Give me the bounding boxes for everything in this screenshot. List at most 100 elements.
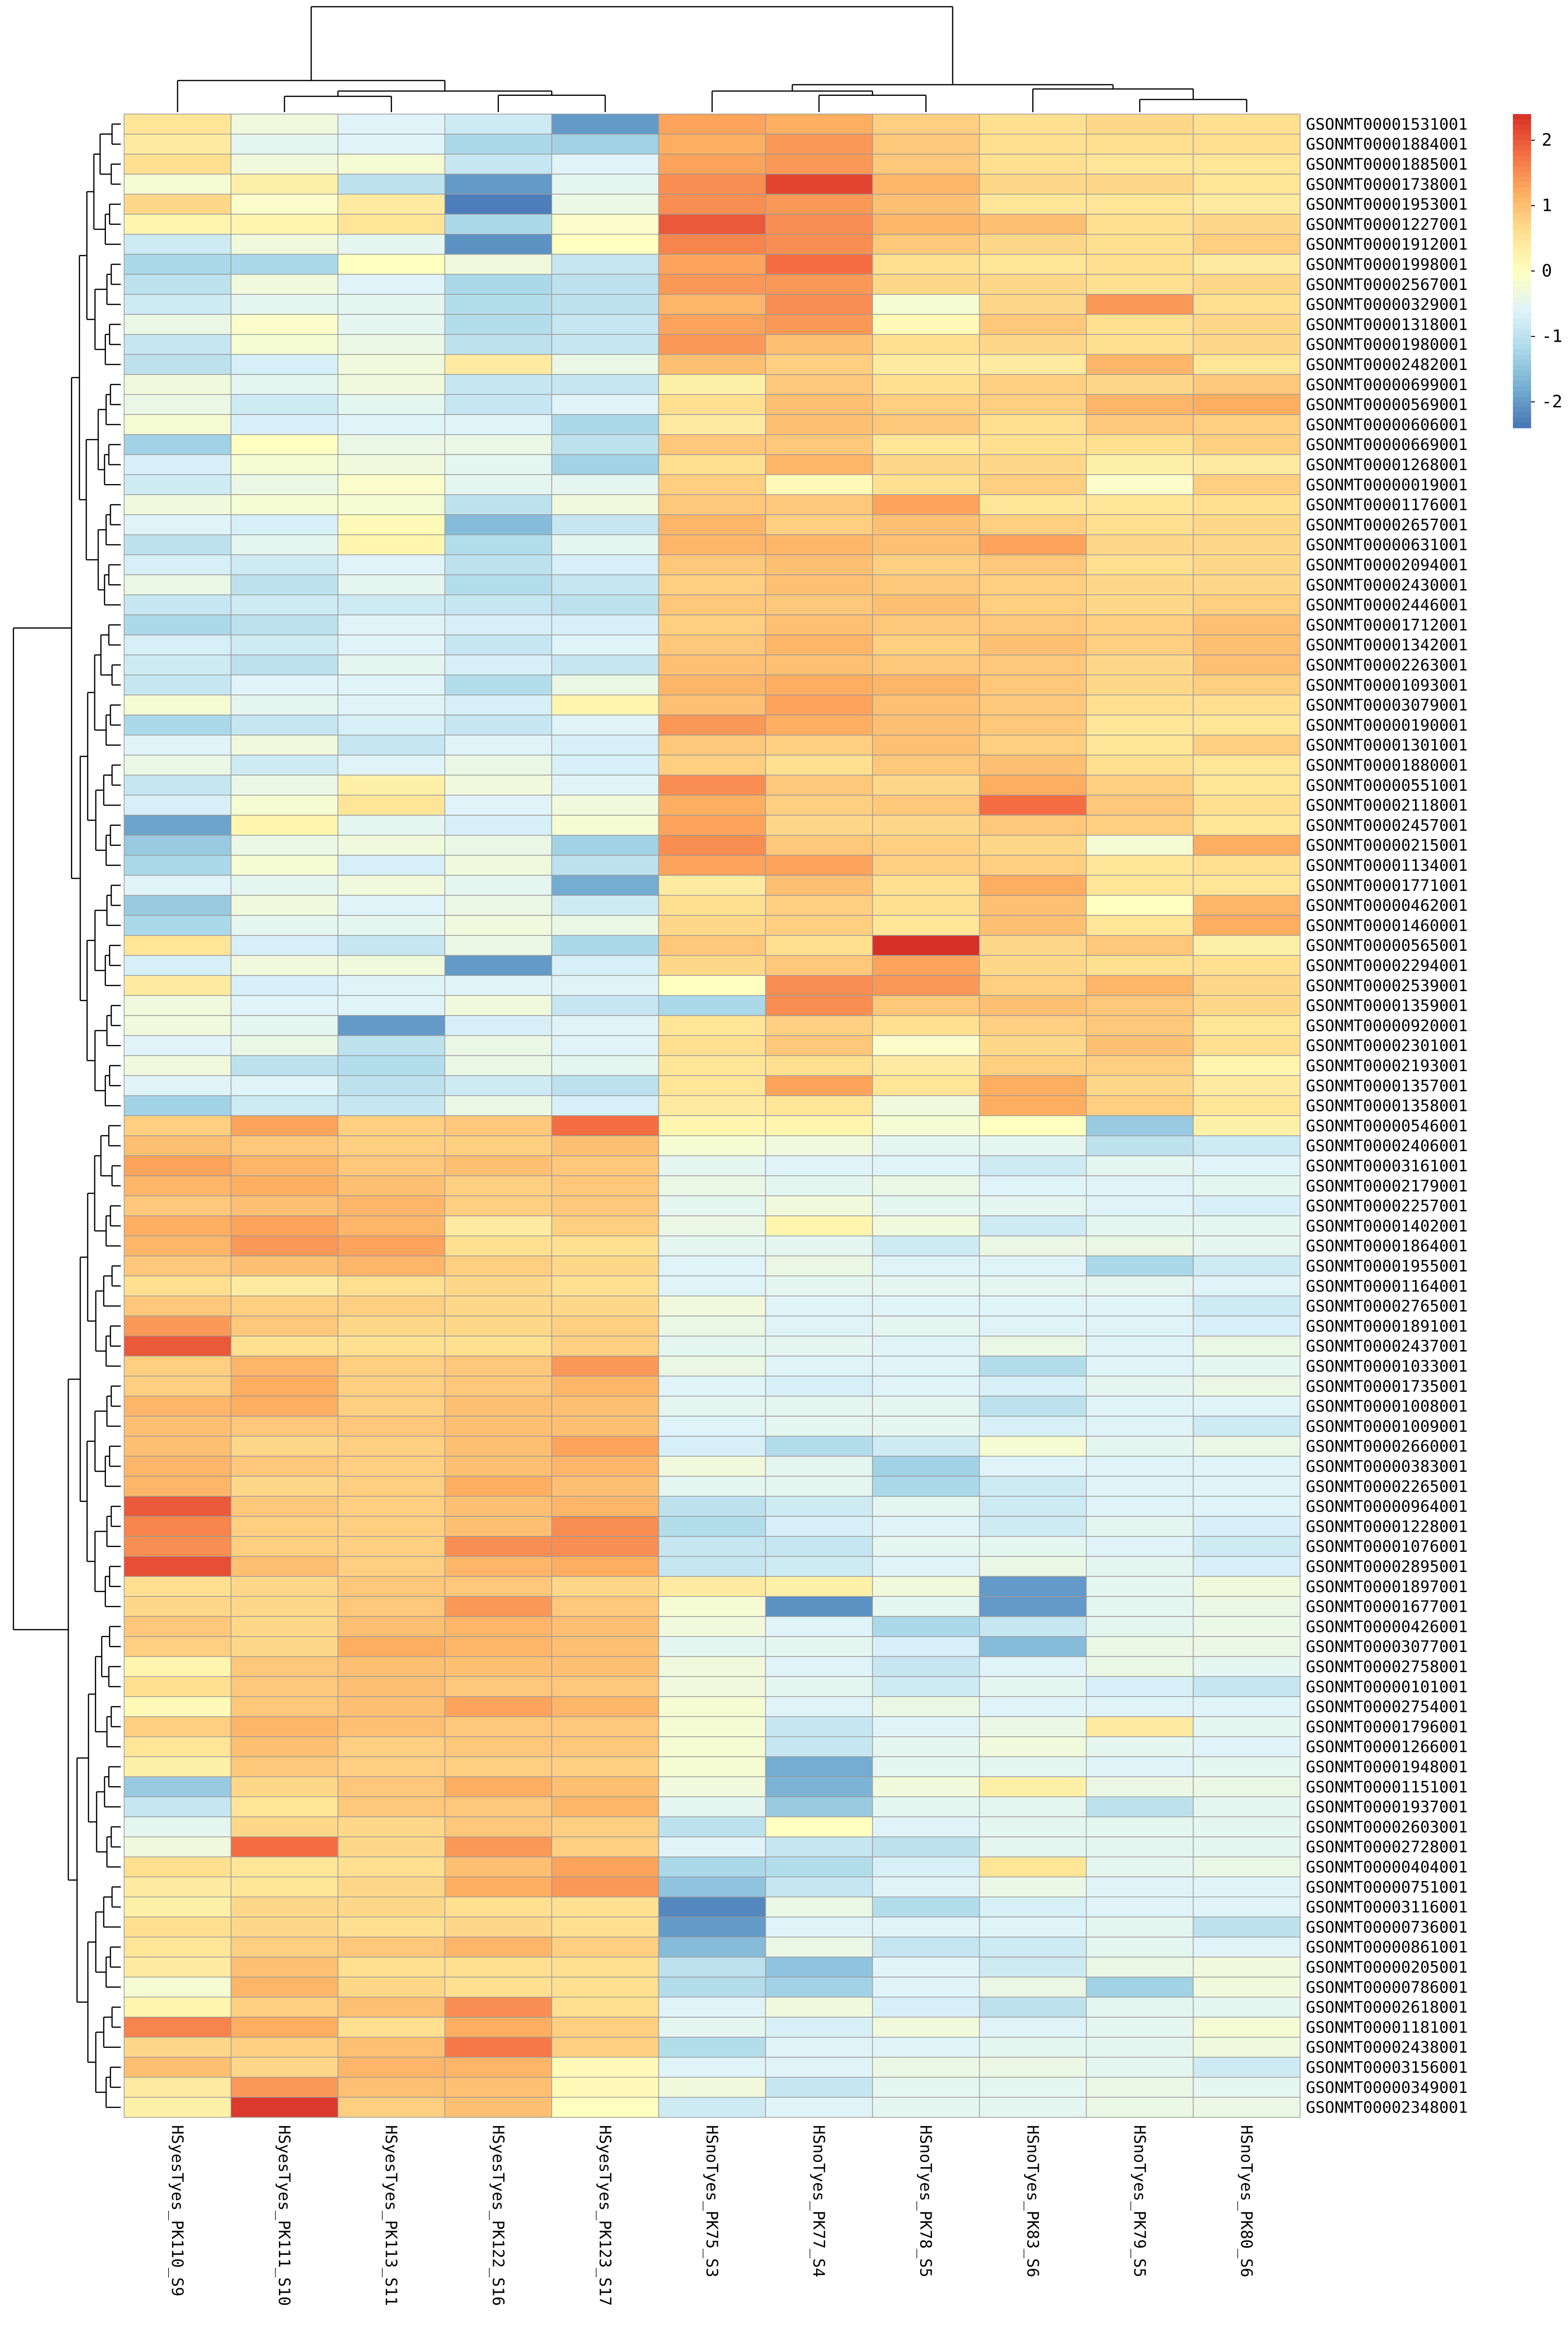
heatmap-cell [551,1355,659,1377]
heatmap-cell [872,895,980,916]
heatmap-cell [1086,1416,1194,1437]
heatmap-cell [1086,1616,1194,1637]
row-label: GSONMT00000019001 [1306,475,1468,494]
heatmap-cell [337,1015,446,1036]
heatmap-cell [124,1976,231,1998]
heatmap-cell [231,1776,338,1797]
heatmap-cell [444,114,553,135]
heatmap-cell [1193,795,1301,816]
legend-gradient-step [1513,328,1531,335]
heatmap-cell [979,1135,1087,1156]
row-label: GSONMT00002758001 [1306,1657,1468,1676]
heatmap-cell [231,134,338,155]
column-label: HSnoTyes_PK80_S6 [1237,2125,1256,2277]
heatmap-cell [337,1455,446,1477]
heatmap-cell [124,1956,231,1978]
heatmap-cell [872,1937,980,1958]
heatmap-cell [444,314,553,335]
heatmap-cell [337,1195,446,1216]
row-label: GSONMT00002094001 [1306,555,1468,574]
heatmap-cell [231,614,338,635]
heatmap-cell [444,774,553,796]
heatmap-cell [551,835,659,856]
legend-gradient-step [1513,150,1531,156]
row-label: GSONMT00001134001 [1306,856,1468,875]
heatmap-cell [1086,474,1194,495]
heatmap-cell [1193,1135,1301,1156]
heatmap-cell [444,1175,553,1196]
row-label: GSONMT00000565001 [1306,936,1468,955]
heatmap-cell [337,474,446,495]
heatmap-cell [124,795,231,816]
heatmap-cell [124,1095,231,1116]
heatmap-cell [124,1776,231,1797]
heatmap-cell [551,815,659,836]
heatmap-cell [979,995,1087,1016]
heatmap-cell [124,635,231,656]
heatmap-cell [337,1155,446,1177]
heatmap-cell [872,1856,980,1878]
heatmap-cell [979,1115,1087,1136]
heatmap-cell [979,534,1087,555]
row-label: GSONMT00001712001 [1306,615,1468,634]
heatmap-cell [1086,1396,1194,1417]
heatmap-cell [551,1856,659,1878]
heatmap-cell [444,955,553,976]
heatmap-cell [124,2017,231,2038]
heatmap-cell [765,1255,873,1277]
heatmap-cell [444,1416,553,1437]
heatmap-cell [979,394,1087,415]
heatmap-cell [765,1816,873,1837]
heatmap-cell [124,654,231,676]
heatmap-cell [124,414,231,435]
heatmap-cell [231,1476,338,1497]
heatmap-cell [444,1055,553,1076]
heatmap-cell [872,735,980,756]
heatmap-cell [872,915,980,936]
legend-gradient-step [1513,360,1531,366]
heatmap-cell [337,2037,446,2058]
heatmap-cell [444,1436,553,1457]
heatmap-cell [872,1876,980,1897]
row-label: GSONMT00002437001 [1306,1337,1468,1355]
heatmap-cell [658,1896,766,1917]
heatmap-cell [872,975,980,996]
heatmap-cell [551,2056,659,2078]
legend-gradient-step [1513,135,1531,141]
heatmap-cell [765,1336,873,1357]
legend-gradient-step [1513,396,1531,403]
heatmap-cell [551,1055,659,1076]
heatmap-cell [124,194,231,215]
row-label: GSONMT00001880001 [1306,756,1468,774]
heatmap-cell [872,835,980,856]
legend-gradient-step [1513,208,1531,214]
heatmap-cell [872,1736,980,1757]
heatmap-cell [765,1155,873,1177]
heatmap-cell [872,1135,980,1156]
heatmap-cell [1086,1636,1194,1657]
heatmap-cell [231,2056,338,2078]
heatmap-cell [872,1436,980,1457]
heatmap-cell [979,1836,1087,1858]
heatmap-cell [979,1155,1087,1177]
heatmap-cell [765,815,873,836]
legend-gradient-step [1513,281,1531,287]
heatmap-cell [231,194,338,215]
row-label: GSONMT00001884001 [1306,135,1468,153]
heatmap-cell [1193,1816,1301,1837]
heatmap-cell [658,214,766,235]
heatmap-cell [979,1776,1087,1797]
heatmap-cell [1086,294,1194,315]
heatmap-cell [979,1756,1087,1778]
heatmap-cell [658,1816,766,1837]
heatmap-cell [1193,1636,1301,1657]
heatmap-cell [231,1035,338,1056]
row-label: GSONMT00001164001 [1306,1277,1468,1295]
heatmap-cell [551,194,659,215]
heatmap-cell [337,1175,446,1196]
heatmap-cell [872,214,980,235]
heatmap-cell [551,715,659,736]
heatmap-cell [231,1135,338,1156]
heatmap-cells [124,114,1301,2118]
heatmap-cell [337,1656,446,1677]
